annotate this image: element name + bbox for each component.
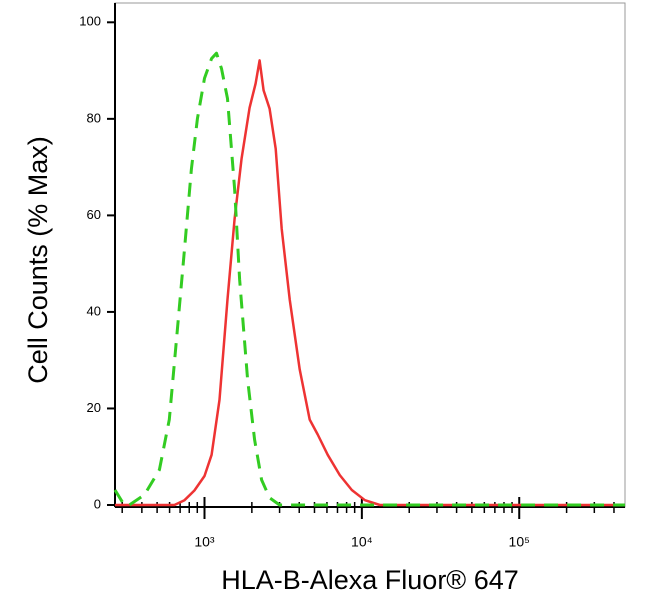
y-tick-label: 100 xyxy=(79,14,101,29)
series-line xyxy=(113,51,625,507)
plot-frame xyxy=(114,2,626,508)
y-tick-label: 80 xyxy=(87,110,101,125)
x-tick-label: 10⁴ xyxy=(351,534,373,550)
y-tick-label: 60 xyxy=(87,207,101,222)
y-tick-label: 0 xyxy=(94,496,101,511)
series-line xyxy=(115,59,625,507)
x-tick-label: 10⁵ xyxy=(509,534,530,550)
y-axis-label: Cell Counts (% Max) xyxy=(23,136,53,384)
y-tick-label: 40 xyxy=(87,303,101,318)
x-tick-label: 10³ xyxy=(194,534,215,550)
x-axis-label: HLA-B-Alexa Fluor® 647 xyxy=(221,565,519,595)
y-tick-label: 20 xyxy=(87,400,101,415)
